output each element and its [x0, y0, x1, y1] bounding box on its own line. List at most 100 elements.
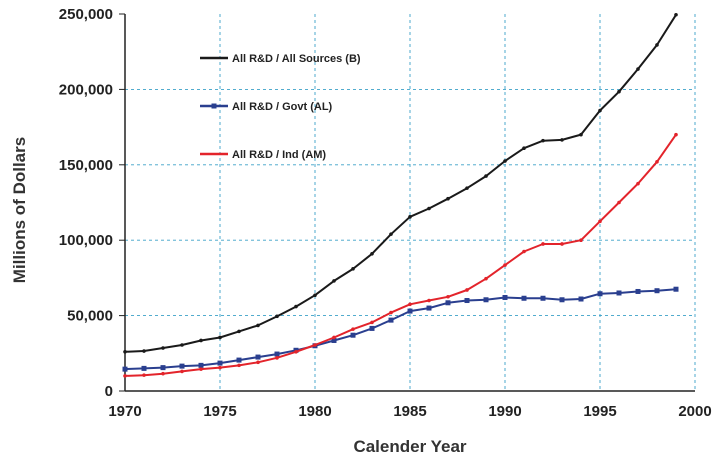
data-point [351, 327, 355, 331]
y-tick-label: 200,000 [59, 81, 113, 98]
data-point [560, 297, 565, 302]
data-point [446, 197, 450, 201]
data-point [465, 186, 469, 190]
data-point [370, 321, 374, 325]
y-tick-label: 250,000 [59, 6, 113, 23]
data-point [142, 349, 146, 353]
data-point [655, 288, 660, 293]
data-point [256, 355, 261, 360]
data-point [446, 295, 450, 299]
data-point [617, 201, 621, 205]
data-point [294, 305, 298, 309]
y-tick-label: 50,000 [67, 308, 113, 325]
data-point [161, 346, 165, 350]
x-tick-label: 2000 [678, 403, 711, 420]
data-point [123, 350, 127, 354]
data-point [560, 242, 564, 246]
data-point [484, 174, 488, 178]
data-point [541, 139, 545, 143]
data-point [161, 372, 165, 376]
data-point [465, 288, 469, 292]
data-point [123, 374, 127, 378]
data-point [503, 263, 507, 267]
data-point [655, 43, 659, 47]
data-point [427, 299, 431, 303]
data-point [256, 361, 260, 365]
x-axis-title: Calender Year [353, 437, 466, 456]
data-point [180, 370, 184, 374]
legend-marker [212, 104, 217, 109]
y-tick-label: 150,000 [59, 157, 113, 174]
data-point [237, 330, 241, 334]
data-point [674, 133, 678, 137]
data-point [180, 343, 184, 347]
data-point [522, 250, 526, 254]
data-point [579, 133, 583, 137]
data-point [313, 343, 317, 347]
data-point [370, 326, 375, 331]
data-point [484, 297, 489, 302]
data-point [408, 302, 412, 306]
data-point [560, 138, 564, 142]
x-tick-label: 1975 [203, 403, 236, 420]
data-point [389, 232, 393, 236]
data-point [598, 109, 602, 113]
data-point [674, 287, 679, 292]
x-tick-label: 1990 [488, 403, 521, 420]
y-tick-label: 0 [105, 383, 113, 400]
legend-label: All R&D / Govt (AL) [232, 101, 333, 113]
data-point [142, 366, 147, 371]
data-point [579, 238, 583, 242]
data-point [199, 363, 204, 368]
data-point [275, 315, 279, 319]
data-point [218, 361, 223, 366]
data-point [351, 333, 356, 338]
data-point [218, 366, 222, 370]
data-point [484, 277, 488, 281]
data-point [237, 364, 241, 368]
data-point [199, 367, 203, 371]
data-point [218, 336, 222, 340]
data-point [598, 291, 603, 296]
x-tick-label: 1970 [108, 403, 141, 420]
data-point [161, 365, 166, 370]
data-point [674, 13, 678, 17]
data-point [522, 146, 526, 150]
data-point [408, 215, 412, 219]
data-point [142, 373, 146, 377]
data-point [370, 252, 374, 256]
data-point [541, 296, 546, 301]
data-point [332, 336, 336, 340]
data-point [636, 289, 641, 294]
data-point [256, 324, 260, 328]
data-point [579, 297, 584, 302]
data-point [427, 207, 431, 211]
data-point [313, 293, 317, 297]
data-point [351, 267, 355, 271]
x-tick-labels: 1970 1975 1980 1985 1990 1995 2000 [108, 403, 711, 420]
data-point [427, 306, 432, 311]
data-point [598, 220, 602, 224]
data-point [655, 160, 659, 164]
data-point [180, 364, 185, 369]
data-point [275, 352, 280, 357]
data-point [503, 295, 508, 300]
data-point [294, 350, 298, 354]
y-tick-labels: 0 50,000 100,000 150,000 200,000 250,000 [59, 6, 113, 400]
x-tick-label: 1995 [583, 403, 616, 420]
data-point [636, 182, 640, 186]
x-tick-label: 1985 [393, 403, 426, 420]
data-point [199, 339, 203, 343]
data-point [617, 290, 622, 295]
data-point [275, 356, 279, 360]
y-tick-label: 100,000 [59, 232, 113, 249]
data-point [389, 311, 393, 315]
data-point [389, 318, 394, 323]
data-point [123, 367, 128, 372]
y-axis-title: Millions of Dollars [10, 137, 29, 283]
x-tick-label: 1980 [298, 403, 331, 420]
data-point [446, 300, 451, 305]
data-point [408, 309, 413, 314]
legend-label: All R&D / All Sources (B) [232, 53, 361, 65]
